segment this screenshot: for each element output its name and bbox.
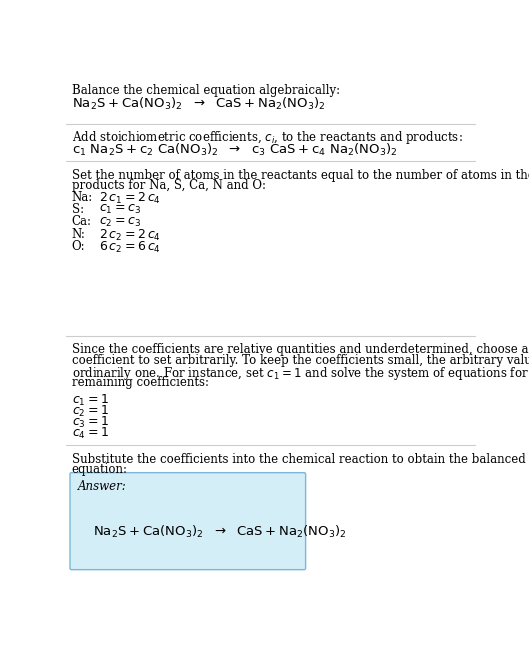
Text: $c_3 = 1$: $c_3 = 1$ — [71, 415, 108, 430]
Text: $2\,c_1 = 2\,c_4$: $2\,c_1 = 2\,c_4$ — [99, 191, 161, 206]
Text: Answer:: Answer: — [78, 480, 126, 494]
Text: Substitute the coefficients into the chemical reaction to obtain the balanced: Substitute the coefficients into the che… — [71, 453, 525, 466]
Text: N:: N: — [71, 228, 85, 241]
Text: Since the coefficients are relative quantities and underdetermined, choose a: Since the coefficients are relative quan… — [71, 344, 528, 356]
Text: $c_1 = 1$: $c_1 = 1$ — [71, 393, 108, 408]
Text: $\mathrm{c_1\ Na_2S + c_2\ Ca(NO_3)_2\ \ \rightarrow\ \ c_3\ CaS + c_4\ Na_2(NO_: $\mathrm{c_1\ Na_2S + c_2\ Ca(NO_3)_2\ \… — [71, 142, 397, 158]
Text: $2\,c_2 = 2\,c_4$: $2\,c_2 = 2\,c_4$ — [99, 228, 161, 243]
Text: $c_4 = 1$: $c_4 = 1$ — [71, 426, 108, 441]
Text: equation:: equation: — [71, 463, 127, 476]
Text: products for Na, S, Ca, N and O:: products for Na, S, Ca, N and O: — [71, 179, 266, 192]
Text: $c_2 = c_3$: $c_2 = c_3$ — [99, 215, 141, 228]
Text: Balance the chemical equation algebraically:: Balance the chemical equation algebraica… — [71, 84, 340, 97]
Text: Ca:: Ca: — [71, 215, 92, 228]
Text: remaining coefficients:: remaining coefficients: — [71, 376, 208, 389]
Text: $\mathrm{Na_2S + Ca(NO_3)_2\ \ \rightarrow\ \ CaS + Na_2(NO_3)_2}$: $\mathrm{Na_2S + Ca(NO_3)_2\ \ \rightarr… — [93, 524, 347, 540]
Text: $6\,c_2 = 6\,c_4$: $6\,c_2 = 6\,c_4$ — [99, 240, 161, 255]
Text: coefficient to set arbitrarily. To keep the coefficients small, the arbitrary va: coefficient to set arbitrarily. To keep … — [71, 354, 529, 367]
Text: $c_2 = 1$: $c_2 = 1$ — [71, 404, 108, 419]
Text: Add stoichiometric coefficients, $c_i$, to the reactants and products:: Add stoichiometric coefficients, $c_i$, … — [71, 129, 462, 146]
Text: Set the number of atoms in the reactants equal to the number of atoms in the: Set the number of atoms in the reactants… — [71, 168, 529, 182]
Text: Na:: Na: — [71, 191, 93, 204]
Text: O:: O: — [71, 240, 85, 253]
FancyBboxPatch shape — [70, 473, 306, 569]
Text: ordinarily one. For instance, set $c_1 = 1$ and solve the system of equations fo: ordinarily one. For instance, set $c_1 =… — [71, 365, 529, 382]
Text: S:: S: — [71, 203, 84, 216]
Text: $\mathrm{Na_2S + Ca(NO_3)_2\ \ \rightarrow\ \ CaS + Na_2(NO_3)_2}$: $\mathrm{Na_2S + Ca(NO_3)_2\ \ \rightarr… — [71, 96, 325, 112]
Text: $c_1 = c_3$: $c_1 = c_3$ — [99, 203, 141, 216]
